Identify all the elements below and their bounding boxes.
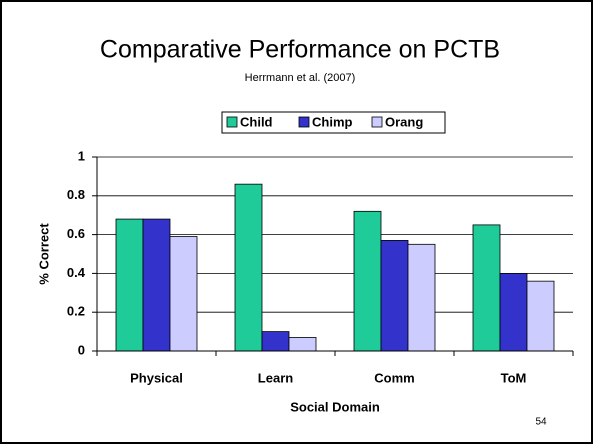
y-tick-label: 1 [78,148,85,163]
chart-subtitle: Herrmann et al. (2007) [245,72,356,84]
x-tick-label: Learn [258,370,293,385]
chart-title: Comparative Performance on PCTB [100,36,500,64]
x-tick-label: Comm [374,370,414,385]
x-tick-label: Physical [130,370,183,385]
bar [261,331,290,352]
page-number: 54 [535,417,547,428]
legend-swatch [371,116,383,128]
bar [472,224,501,352]
bar [407,243,436,352]
legend-box [221,111,446,134]
legend-swatch [226,116,238,128]
bar [115,218,144,352]
y-tick-label: 0 [78,342,85,357]
legend-label: Orang [385,114,423,129]
bar [499,272,528,352]
bar [288,337,317,352]
y-tick-label: 0.2 [67,304,85,319]
bar [142,218,171,352]
x-tick-label: ToM [501,370,527,385]
legend-swatch [298,116,310,128]
bar [380,240,409,352]
bar [526,280,555,352]
y-tick-label: 0.8 [67,187,85,202]
x-axis-label: Social Domain [290,399,380,414]
legend-label: Chimp [312,114,353,129]
y-axis-label: % Correct [36,223,51,285]
bar [353,210,382,352]
y-tick-label: 0.4 [67,265,86,280]
bar [169,236,198,352]
legend-label: Child [240,114,273,129]
bar [234,183,263,352]
y-tick-label: 0.6 [67,226,85,241]
